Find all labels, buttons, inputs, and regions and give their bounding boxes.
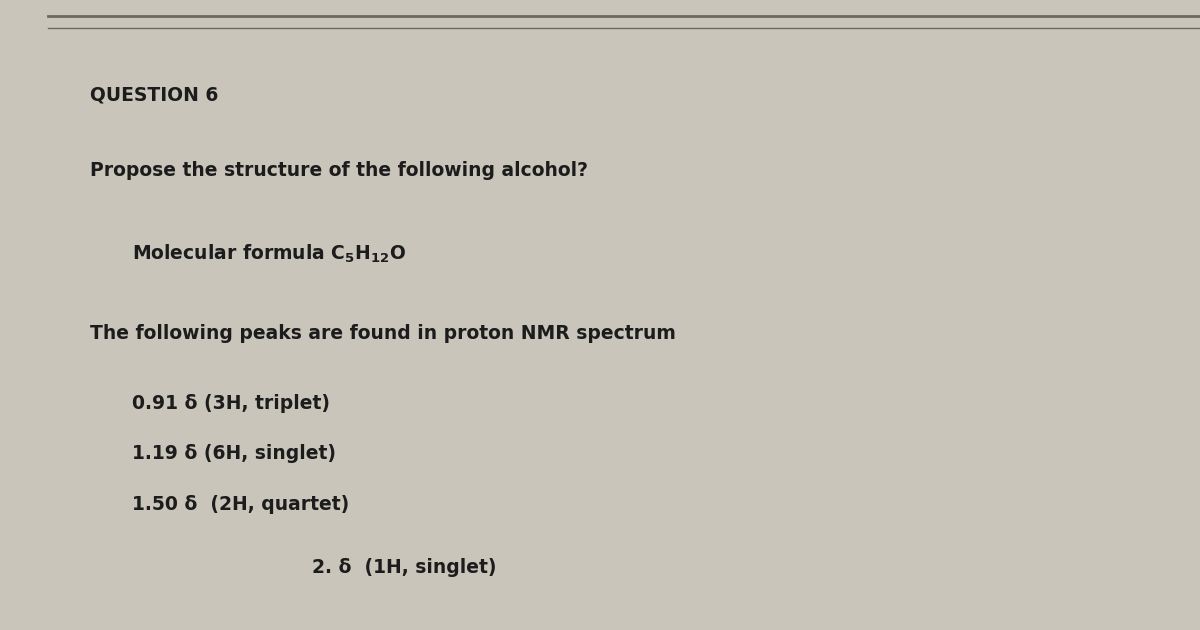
Text: 1.19 δ (6H, singlet): 1.19 δ (6H, singlet) — [132, 444, 336, 463]
Text: Molecular formula $\mathbf{C_5H_{12}O}$: Molecular formula $\mathbf{C_5H_{12}O}$ — [132, 243, 406, 265]
Text: 0.91 δ (3H, triplet): 0.91 δ (3H, triplet) — [132, 394, 330, 413]
Text: 2. δ  (1H, singlet): 2. δ (1H, singlet) — [312, 558, 497, 576]
Text: QUESTION 6: QUESTION 6 — [90, 85, 218, 104]
Text: The following peaks are found in proton NMR spectrum: The following peaks are found in proton … — [90, 324, 676, 343]
Text: 1.50 δ  (2H, quartet): 1.50 δ (2H, quartet) — [132, 495, 349, 513]
Text: Propose the structure of the following alcohol?: Propose the structure of the following a… — [90, 161, 588, 180]
